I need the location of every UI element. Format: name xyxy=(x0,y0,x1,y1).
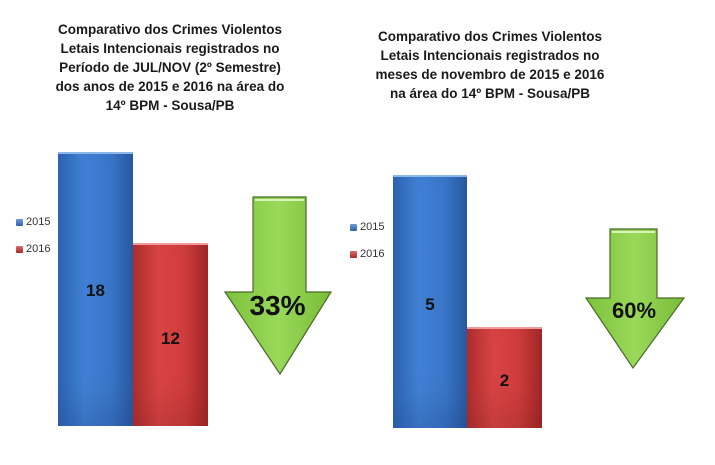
legend-swatch-icon xyxy=(16,245,23,253)
legend-swatch-icon xyxy=(16,218,23,226)
right-title-line-2: Letais Intencionais registrados no xyxy=(380,48,600,63)
left-title-line-3: Período de JUL/NOV (2º Semestre) xyxy=(59,60,281,75)
right-down-arrow-icon xyxy=(584,228,686,370)
right-arrow-percent: 60% xyxy=(611,298,657,323)
bar-value-label: 12 xyxy=(161,329,180,348)
left-bar-2016: 12 xyxy=(133,243,208,426)
left-chart-title: Comparativo dos Crimes Violentos Letais … xyxy=(20,20,320,115)
left-title-line-4: dos anos de 2015 e 2016 na área do xyxy=(55,79,285,94)
right-legend-2015: 2015 xyxy=(350,221,384,233)
legend-swatch-icon xyxy=(350,223,357,231)
left-title-line-2: Letais Intencionais registrados no xyxy=(60,41,280,56)
right-title-line-3: meses de novembro de 2015 e 2016 xyxy=(375,67,605,82)
legend-swatch-icon xyxy=(350,250,357,258)
bar-value-label: 18 xyxy=(86,281,105,300)
left-arrow-percent: 33% xyxy=(249,290,306,321)
legend-label: 2016 xyxy=(26,243,51,255)
legend-label: 2016 xyxy=(360,248,385,260)
right-bar-2015: 5 xyxy=(393,175,467,428)
right-title-line-4: na área do 14º BPM - Sousa/PB xyxy=(390,86,590,101)
left-bar-2015: 18 xyxy=(58,152,133,426)
left-legend-2016: 2016 xyxy=(16,243,50,255)
right-bar-2016: 2 xyxy=(467,327,542,428)
right-legend-2016: 2016 xyxy=(350,248,384,260)
left-title-line-5: 14º BPM - Sousa/PB xyxy=(105,98,235,113)
bar-value-label: 2 xyxy=(499,371,510,390)
bar-value-label: 5 xyxy=(425,295,435,314)
legend-label: 2015 xyxy=(360,221,385,233)
legend-label: 2015 xyxy=(26,216,51,228)
left-legend-2015: 2015 xyxy=(16,216,50,228)
right-title-line-1: Comparativo dos Crimes Violentos xyxy=(377,29,603,44)
left-title-line-1: Comparativo dos Crimes Violentos xyxy=(57,22,283,37)
left-down-arrow-icon xyxy=(223,196,333,376)
right-chart-title: Comparativo dos Crimes Violentos Letais … xyxy=(360,27,620,103)
